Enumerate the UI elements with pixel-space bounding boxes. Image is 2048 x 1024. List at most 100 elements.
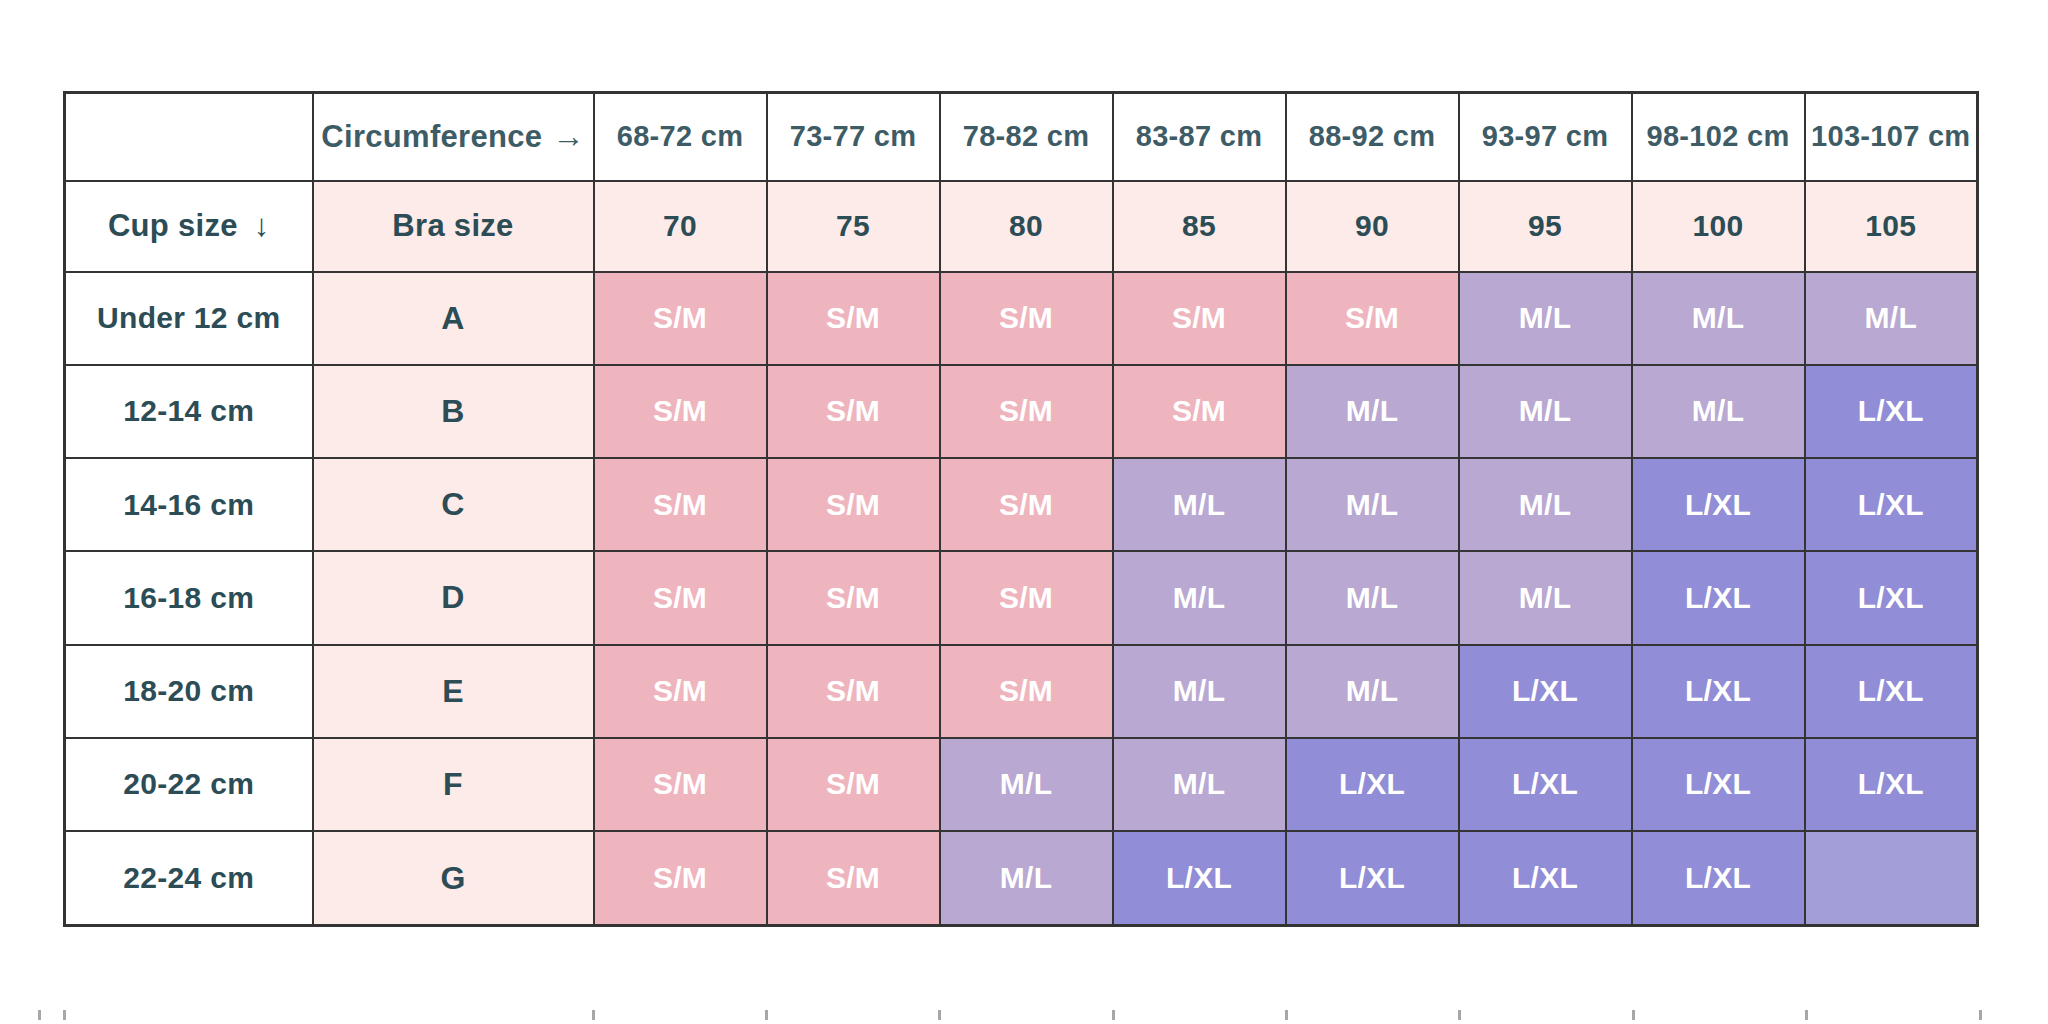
size-cell: L/XL xyxy=(1113,831,1286,926)
size-cell: L/XL xyxy=(1805,645,1978,738)
bottom-tick-mark xyxy=(1458,1010,1461,1020)
bra-size-value: 85 xyxy=(1113,181,1286,272)
bottom-tick-mark xyxy=(1112,1010,1115,1020)
cup-range-label: 18-20 cm xyxy=(65,645,313,738)
size-cell: S/M xyxy=(1113,365,1286,458)
size-cell: M/L xyxy=(1805,272,1978,365)
size-cell: M/L xyxy=(1286,551,1459,644)
cup-letter: C xyxy=(313,458,594,551)
size-cell: L/XL xyxy=(1805,365,1978,458)
bra-size-value: 105 xyxy=(1805,181,1978,272)
size-cell: M/L xyxy=(1459,365,1632,458)
arrow-down-icon: ↓ xyxy=(254,208,270,243)
bottom-tick-mark xyxy=(938,1010,941,1020)
size-cell: M/L xyxy=(1632,365,1805,458)
size-cell: M/L xyxy=(1113,645,1286,738)
table-row: 16-18 cmDS/MS/MS/MM/LM/LM/LL/XLL/XL xyxy=(65,551,1978,644)
size-cell: S/M xyxy=(767,551,940,644)
corner-cell xyxy=(65,93,313,181)
column-header-range: 103-107 cm xyxy=(1805,93,1978,181)
size-cell: L/XL xyxy=(1632,831,1805,926)
table-row: Under 12 cmAS/MS/MS/MS/MS/MM/LM/LM/L xyxy=(65,272,1978,365)
cup-letter: A xyxy=(313,272,594,365)
column-header-range: 73-77 cm xyxy=(767,93,940,181)
cup-size-header: Cup size ↓ xyxy=(65,181,313,272)
bra-size-value: 80 xyxy=(940,181,1113,272)
size-cell: M/L xyxy=(1113,738,1286,831)
size-cell: S/M xyxy=(594,738,767,831)
size-cell: S/M xyxy=(594,831,767,926)
bra-size-value: 100 xyxy=(1632,181,1805,272)
cup-range-label: 14-16 cm xyxy=(65,458,313,551)
size-cell: S/M xyxy=(767,365,940,458)
column-header-range: 68-72 cm xyxy=(594,93,767,181)
cup-letter: F xyxy=(313,738,594,831)
size-cell: L/XL xyxy=(1805,551,1978,644)
size-cell: S/M xyxy=(940,458,1113,551)
cup-range-label: 12-14 cm xyxy=(65,365,313,458)
cup-size-label: Cup size xyxy=(108,208,238,243)
size-cell: L/XL xyxy=(1459,645,1632,738)
bra-size-value: 95 xyxy=(1459,181,1632,272)
column-header-range: 98-102 cm xyxy=(1632,93,1805,181)
bra-size-value: 75 xyxy=(767,181,940,272)
column-header-range: 88-92 cm xyxy=(1286,93,1459,181)
size-cell: M/L xyxy=(940,831,1113,926)
size-cell: L/XL xyxy=(1632,645,1805,738)
bottom-tick-mark xyxy=(1632,1010,1635,1020)
size-cell: S/M xyxy=(767,458,940,551)
cup-range-label: Under 12 cm xyxy=(65,272,313,365)
size-cell: S/M xyxy=(940,365,1113,458)
size-cell: S/M xyxy=(1286,272,1459,365)
bra-size-row: Cup size ↓ Bra size 707580859095100105 xyxy=(65,181,1978,272)
size-cell: M/L xyxy=(1632,272,1805,365)
size-cell: S/M xyxy=(767,831,940,926)
cup-range-label: 16-18 cm xyxy=(65,551,313,644)
column-header-range: 93-97 cm xyxy=(1459,93,1632,181)
size-cell: L/XL xyxy=(1632,738,1805,831)
size-cell: M/L xyxy=(1459,551,1632,644)
size-cell: M/L xyxy=(1459,272,1632,365)
size-cell: S/M xyxy=(940,645,1113,738)
size-cell: S/M xyxy=(1113,272,1286,365)
cup-letter: G xyxy=(313,831,594,926)
bra-size-value: 90 xyxy=(1286,181,1459,272)
size-cell: M/L xyxy=(1113,458,1286,551)
bra-size-value: 70 xyxy=(594,181,767,272)
size-cell: S/M xyxy=(594,458,767,551)
size-cell: L/XL xyxy=(1286,738,1459,831)
size-cell: L/XL xyxy=(1805,458,1978,551)
size-cell: S/M xyxy=(594,365,767,458)
size-cell: S/M xyxy=(940,551,1113,644)
circumference-label: Circumference xyxy=(321,119,542,154)
size-cell: L/XL xyxy=(1459,738,1632,831)
table-row: 12-14 cmBS/MS/MS/MS/MM/LM/LM/LL/XL xyxy=(65,365,1978,458)
cup-letter: E xyxy=(313,645,594,738)
bottom-tick-mark xyxy=(1285,1010,1288,1020)
size-cell xyxy=(1805,831,1978,926)
size-cell: L/XL xyxy=(1632,458,1805,551)
bottom-tick-mark xyxy=(1979,1010,1982,1020)
size-cell: S/M xyxy=(940,272,1113,365)
size-cell: S/M xyxy=(594,645,767,738)
cup-range-label: 22-24 cm xyxy=(65,831,313,926)
table-row: 22-24 cmGS/MS/MM/LL/XLL/XLL/XLL/XL xyxy=(65,831,1978,926)
size-cell: M/L xyxy=(1113,551,1286,644)
cup-letter: D xyxy=(313,551,594,644)
bottom-tick-mark xyxy=(1805,1010,1808,1020)
size-cell: S/M xyxy=(767,272,940,365)
size-cell: L/XL xyxy=(1286,831,1459,926)
column-header-range: 78-82 cm xyxy=(940,93,1113,181)
size-chart-page: Circumference→ 68-72 cm73-77 cm78-82 cm8… xyxy=(0,0,2048,1024)
bottom-tick-mark xyxy=(38,1010,41,1020)
cup-letter: B xyxy=(313,365,594,458)
bra-size-header: Bra size xyxy=(313,181,594,272)
bra-size-chart: Circumference→ 68-72 cm73-77 cm78-82 cm8… xyxy=(63,91,1979,927)
table-row: 14-16 cmCS/MS/MS/MM/LM/LM/LL/XLL/XL xyxy=(65,458,1978,551)
cup-range-label: 20-22 cm xyxy=(65,738,313,831)
size-cell: M/L xyxy=(1286,645,1459,738)
arrow-right-icon: → xyxy=(552,118,584,154)
size-cell: M/L xyxy=(1286,365,1459,458)
circumference-header-row: Circumference → 68-72 cm73-77 cm78-82 cm 8… xyxy=(65,93,1978,181)
circumference-header: Circumference → xyxy=(313,93,594,181)
